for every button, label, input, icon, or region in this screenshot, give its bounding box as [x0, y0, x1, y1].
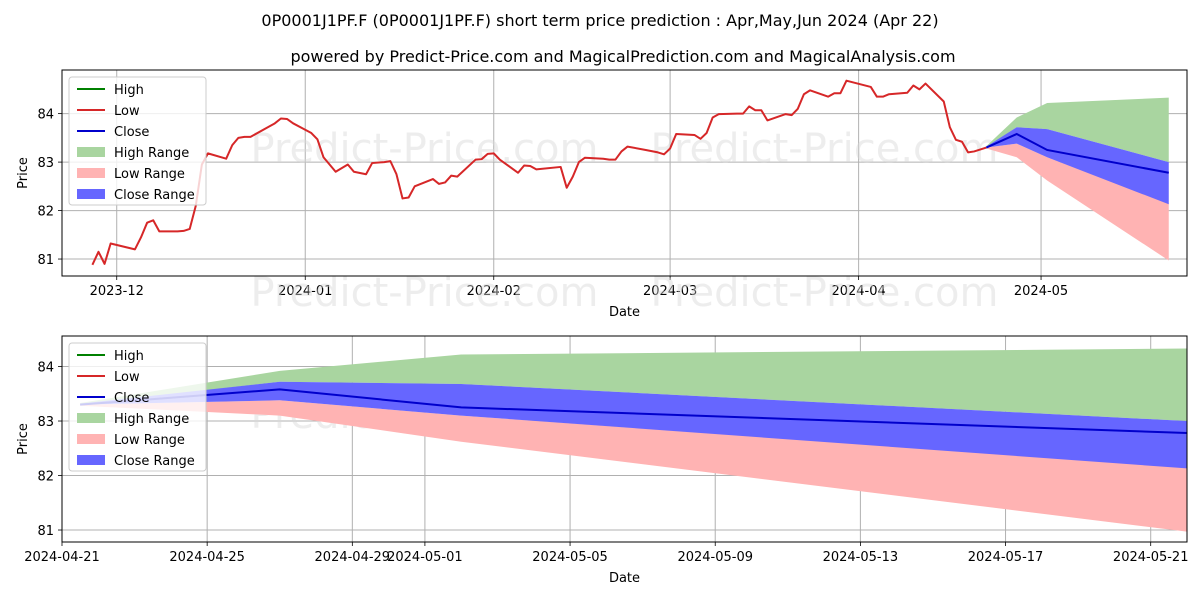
- bottom-legend-label: High: [114, 349, 144, 364]
- bottom-legend-label: Low: [114, 370, 140, 385]
- top-x-tick-label: 2024-01: [278, 284, 332, 299]
- top-x-tick-label: 2024-05: [1014, 284, 1068, 299]
- bottom-legend-swatch: [77, 434, 105, 444]
- bottom-x-axis-label: Date: [609, 571, 640, 586]
- top-x-tick-label: 2024-03: [643, 284, 697, 299]
- bottom-y-tick-label: 83: [37, 415, 54, 430]
- top-legend: High Low Close High Range Low Range Close Ran…: [68, 76, 207, 206]
- bottom-axes-frame: [61, 335, 1188, 543]
- top-x-tick-label: 2024-02: [467, 284, 521, 299]
- bottom-legend-label: Low Range: [114, 433, 185, 448]
- bottom-x-tick-label: 2024-05-21: [1113, 550, 1189, 565]
- top-legend-label: Close: [114, 125, 149, 140]
- bottom-y-tick-label: 84: [37, 361, 54, 376]
- top-legend-label: High: [114, 83, 144, 98]
- chart-title: 0P0001J1PF.F (0P0001J1PF.F) short term p…: [261, 11, 938, 30]
- bottom-low-range-band: [80, 400, 1188, 532]
- top-legend-label: Low: [114, 104, 140, 119]
- bottom-y-tick-label: 81: [37, 524, 54, 539]
- top-watermark: Predict-Price.com: [251, 126, 599, 172]
- bottom-x-tick-label: 2024-04-29: [315, 550, 391, 565]
- bottom-legend-swatch: [77, 455, 105, 465]
- bottom-legend-label: High Range: [114, 412, 189, 427]
- bottom-x-tick-label: 2024-05-09: [677, 550, 753, 565]
- top-legend-label: Low Range: [114, 167, 185, 182]
- bottom-panel: 2024-04-21 2024-04-25 2024-04-292024-05-01…: [16, 335, 1189, 586]
- top-high-range-band: [986, 97, 1169, 163]
- top-y-axis-label: Price: [16, 157, 31, 189]
- top-y-tick-label: 81: [37, 253, 54, 268]
- top-x-tick-label: 2024-04: [831, 284, 885, 299]
- bottom-y-axis-label: Price: [16, 423, 31, 455]
- top-close-range-band: [986, 127, 1169, 205]
- top-legend-swatch: [77, 147, 105, 157]
- bottom-x-tick-label: 2024-04-21: [24, 550, 100, 565]
- bottom-x-tick-label: 2024-05-17: [968, 550, 1044, 565]
- bottom-close-range-band: [80, 381, 1188, 469]
- bottom-legend-swatch: [77, 413, 105, 423]
- bottom-legend-label: Close: [114, 391, 149, 406]
- top-legend-label: High Range: [114, 146, 189, 161]
- top-legend-label: Close Range: [114, 188, 195, 203]
- bottom-high-range-band: [80, 348, 1188, 422]
- top-watermark: Predict-Price.com: [251, 270, 599, 316]
- bottom-x-tick-label: 2024-04-25: [169, 550, 245, 565]
- top-x-axis-label: Date: [609, 305, 640, 320]
- top-low-range-band: [986, 143, 1169, 261]
- bottom-x-tick-label: 2024-05-05: [532, 550, 608, 565]
- bottom-legend-label: Close Range: [114, 454, 195, 469]
- bottom-y-tick-label: 82: [37, 470, 54, 485]
- top-legend-swatch: [77, 189, 105, 199]
- top-y-tick-label: 84: [37, 108, 54, 123]
- bottom-x-tick-label: 2024-05-01: [387, 550, 463, 565]
- top-x-tick-label: 2023-12: [90, 284, 144, 299]
- top-y-tick-label: 83: [37, 156, 54, 171]
- top-watermark: Predict-Price.com: [651, 126, 999, 172]
- top-axes-frame: [61, 69, 1188, 277]
- bottom-legend: High Low Close High Range Low Range Close Ran…: [68, 342, 207, 472]
- bottom-x-tick-label: 2024-05-13: [823, 550, 899, 565]
- top-panel: 2023-12 2024-01 2024-02 2024-03 2024-04 2024-…: [16, 69, 1188, 320]
- top-watermark: Predict-Price.com: [651, 270, 999, 316]
- chart-subtitle: powered by Predict-Price.com and Magical…: [290, 47, 955, 66]
- top-close-forecast-line: [985, 132, 1169, 174]
- top-low-series-line: [91, 79, 987, 266]
- top-legend-swatch: [77, 168, 105, 178]
- top-y-tick-label: 82: [37, 205, 54, 220]
